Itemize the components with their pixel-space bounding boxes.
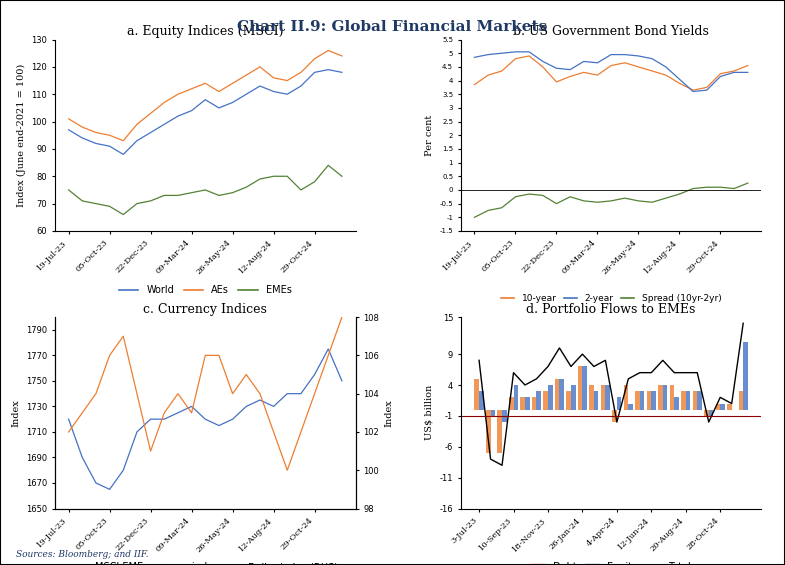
- Total: [498, 462, 507, 469]
- Text: Sources: Bloomberg; and IIF.: Sources: Bloomberg; and IIF.: [16, 550, 148, 559]
- Legend: 10-year, 2-year, Spread (10yr-2yr): 10-year, 2-year, Spread (10yr-2yr): [498, 290, 725, 307]
- Bar: [486, 410, 491, 453]
- Title: b. US Government Bond Yields: b. US Government Bond Yields: [513, 25, 709, 38]
- Total: [727, 400, 736, 407]
- Y-axis label: Index (June end-2021 = 100): Index (June end-2021 = 100): [16, 64, 26, 207]
- Legend: MSCI EME currency index, Dollar index (RHS): MSCI EME currency index, Dollar index (R…: [68, 559, 342, 565]
- Bar: [709, 410, 714, 416]
- Bar: [543, 391, 548, 410]
- Bar: [520, 397, 525, 410]
- Y-axis label: Per cent: Per cent: [425, 115, 434, 156]
- Bar: [663, 385, 667, 410]
- Total: [601, 357, 610, 364]
- Total: [670, 370, 679, 376]
- Title: d. Portfolio Flows to EMEs: d. Portfolio Flows to EMEs: [527, 303, 696, 316]
- Bar: [612, 410, 617, 422]
- Bar: [658, 385, 663, 410]
- Bar: [697, 391, 702, 410]
- Total: [509, 370, 518, 376]
- Bar: [502, 410, 506, 422]
- Bar: [720, 403, 725, 410]
- Bar: [686, 391, 690, 410]
- Legend: World, AEs, EMEs: World, AEs, EMEs: [115, 281, 295, 299]
- Total: [623, 376, 633, 383]
- Line: Total: Total: [479, 323, 743, 466]
- Total: [612, 419, 622, 425]
- Total: [520, 381, 530, 388]
- Bar: [692, 391, 697, 410]
- Bar: [743, 342, 748, 410]
- Y-axis label: Index: Index: [12, 399, 20, 427]
- Total: [531, 376, 541, 383]
- Bar: [582, 367, 587, 410]
- Bar: [491, 410, 495, 416]
- Total: [474, 357, 484, 364]
- Title: a. Equity Indices (MSCI): a. Equity Indices (MSCI): [127, 25, 283, 38]
- Bar: [670, 385, 674, 410]
- Bar: [716, 403, 720, 410]
- Bar: [704, 410, 709, 416]
- Bar: [605, 385, 610, 410]
- Title: c. Currency Indices: c. Currency Indices: [144, 303, 267, 316]
- Bar: [578, 367, 582, 410]
- Total: [739, 320, 748, 327]
- Bar: [594, 391, 598, 410]
- Total: [715, 394, 725, 401]
- Text: Chart II.9: Global Financial Markets: Chart II.9: Global Financial Markets: [237, 20, 548, 34]
- Bar: [479, 391, 484, 410]
- Total: [486, 456, 495, 463]
- Bar: [525, 397, 530, 410]
- Y-axis label: US$ billion: US$ billion: [425, 385, 434, 441]
- Bar: [727, 403, 732, 410]
- Total: [681, 370, 691, 376]
- Bar: [624, 385, 628, 410]
- Bar: [601, 385, 605, 410]
- Total: [590, 363, 599, 370]
- Total: [555, 345, 564, 351]
- Bar: [739, 391, 743, 410]
- Bar: [536, 391, 541, 410]
- Bar: [647, 391, 652, 410]
- Y-axis label: Index: Index: [385, 399, 393, 427]
- Legend: Debt, Equity, Total: Debt, Equity, Total: [528, 559, 695, 565]
- Bar: [513, 385, 518, 410]
- Total: [658, 357, 667, 364]
- Bar: [548, 385, 553, 410]
- Bar: [674, 397, 679, 410]
- Bar: [474, 379, 479, 410]
- Bar: [681, 391, 686, 410]
- Bar: [571, 385, 575, 410]
- Total: [704, 419, 714, 425]
- Bar: [640, 391, 644, 410]
- Total: [578, 351, 587, 358]
- Total: [635, 370, 644, 376]
- Bar: [532, 397, 536, 410]
- Bar: [566, 391, 571, 410]
- Bar: [628, 403, 633, 410]
- Total: [566, 363, 575, 370]
- Bar: [652, 391, 656, 410]
- Total: [647, 370, 656, 376]
- Bar: [498, 410, 502, 453]
- Bar: [555, 379, 560, 410]
- Bar: [590, 385, 594, 410]
- Bar: [635, 391, 640, 410]
- Bar: [617, 397, 622, 410]
- Total: [692, 370, 702, 376]
- Bar: [509, 397, 513, 410]
- Total: [543, 363, 553, 370]
- Bar: [560, 379, 564, 410]
